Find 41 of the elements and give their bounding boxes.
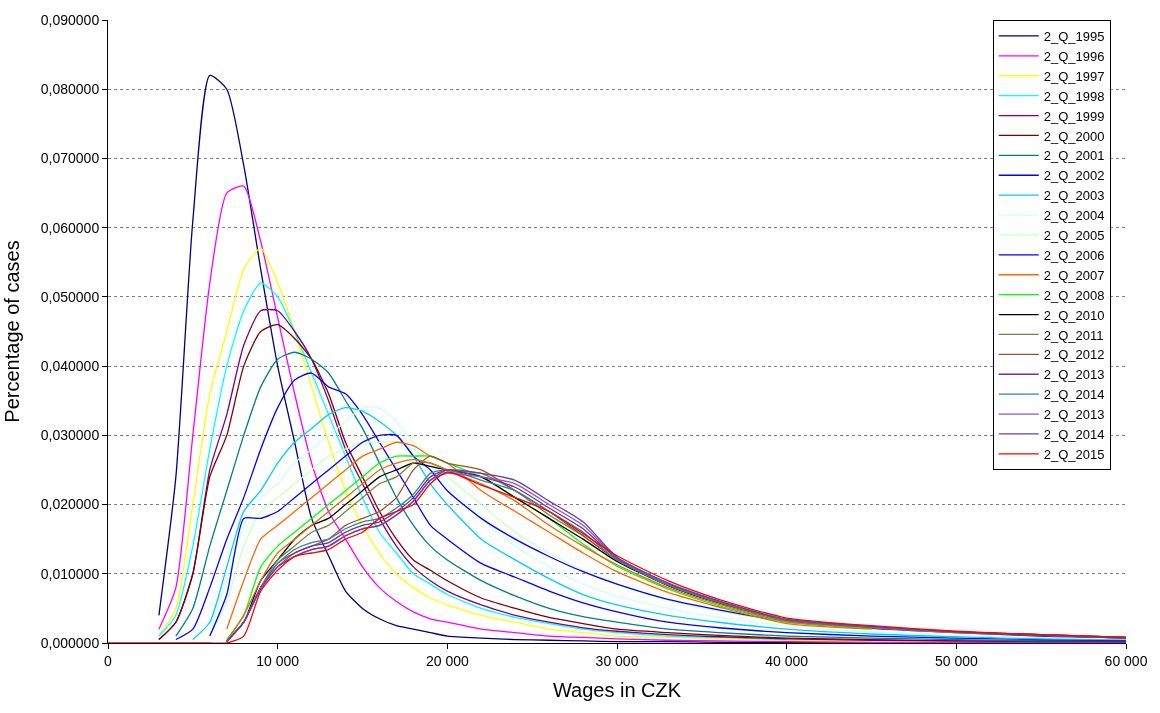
legend-label: 2_Q_2003 [1043,188,1105,204]
y-tick-label: 0,010000 [40,565,100,582]
legend-label: 2_Q_2002 [1043,168,1105,184]
legend-label: 2_Q_1995 [1043,29,1105,45]
legend-label: 2_Q_2012 [1043,347,1105,363]
legend-label: 2_Q_2015 [1043,446,1105,462]
legend-label: 2_Q_2011 [1043,327,1104,343]
legend-label: 2_Q_1996 [1043,48,1105,64]
legend-label: 2_Q_2001 [1043,148,1105,164]
y-tick-label: 0,040000 [40,358,100,375]
legend-label: 2_Q_2006 [1043,247,1105,263]
x-tick-label: 60 000 [1104,652,1148,669]
legend-label: 2_Q_2013 [1043,367,1105,383]
y-tick-label: 0,070000 [40,150,100,167]
legend-label: 2_Q_2004 [1043,208,1105,224]
legend-label: 2_Q_2000 [1043,128,1105,144]
legend-label: 2_Q_2008 [1043,287,1105,303]
legend-label: 2_Q_1999 [1043,108,1105,124]
legend-label: 2_Q_2010 [1043,307,1105,323]
x-tick-label: 30 000 [595,652,639,669]
y-tick-label: 0,060000 [40,219,100,236]
y-tick-label: 0,090000 [40,11,100,28]
x-axis-title: Wages in CZK [552,679,682,702]
x-tick-label: 0 [104,652,113,669]
y-axis-title: Percentage of cases [1,240,24,423]
y-tick-label: 0,050000 [40,288,100,305]
y-tick-label: 0,000000 [40,634,100,651]
x-tick-label: 40 000 [765,652,809,669]
y-tick-label: 0,080000 [40,81,100,98]
x-tick-label: 50 000 [934,652,978,669]
legend-label: 2_Q_2014 [1043,427,1105,443]
y-tick-label: 0,020000 [40,496,100,513]
legend-label: 2_Q_2007 [1043,267,1105,283]
legend-label: 2_Q_1997 [1043,68,1105,84]
legend-label: 2_Q_2005 [1043,228,1105,244]
legend-label: 2_Q_2014 [1043,387,1105,403]
legend-label: 2_Q_1998 [1043,88,1105,104]
legend-label: 2_Q_2013 [1043,407,1105,423]
x-tick-label: 20 000 [425,652,469,669]
y-tick-label: 0,030000 [40,427,100,444]
x-tick-label: 10 000 [256,652,300,669]
